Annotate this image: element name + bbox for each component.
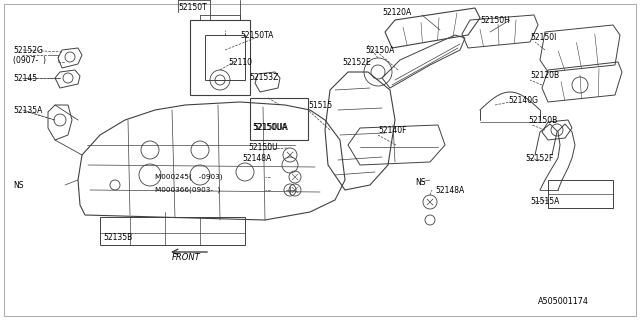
Text: 52140F: 52140F bbox=[378, 125, 406, 134]
Text: 52145: 52145 bbox=[13, 74, 37, 83]
Text: 52152E: 52152E bbox=[342, 58, 371, 67]
Text: NS: NS bbox=[415, 178, 426, 187]
Text: 52120B: 52120B bbox=[530, 70, 559, 79]
Text: 52150U: 52150U bbox=[248, 142, 278, 151]
Text: 52140G: 52140G bbox=[508, 95, 538, 105]
Bar bbox=[190, 20, 250, 95]
Text: 52150T: 52150T bbox=[178, 3, 207, 12]
Bar bbox=[250, 98, 308, 140]
Text: 52148A: 52148A bbox=[242, 154, 271, 163]
Text: 52135A: 52135A bbox=[13, 106, 42, 115]
Text: 52120A: 52120A bbox=[382, 7, 412, 17]
Text: NS: NS bbox=[13, 180, 24, 189]
Text: 52150I: 52150I bbox=[530, 33, 556, 42]
Text: A505001174: A505001174 bbox=[538, 298, 589, 307]
Text: M000366(0903-  ): M000366(0903- ) bbox=[155, 187, 220, 193]
Text: 52110: 52110 bbox=[228, 58, 252, 67]
Text: 52148A: 52148A bbox=[435, 186, 464, 195]
Bar bbox=[548, 180, 613, 208]
Text: 51515A: 51515A bbox=[530, 197, 559, 206]
Bar bbox=[205, 35, 245, 80]
Text: 52152G: 52152G bbox=[13, 45, 43, 54]
Text: 52150A: 52150A bbox=[365, 45, 394, 54]
Text: FRONT: FRONT bbox=[172, 252, 201, 261]
Text: 52152F: 52152F bbox=[525, 154, 554, 163]
Text: M000245(   -0903): M000245( -0903) bbox=[155, 174, 223, 180]
Bar bbox=[100, 217, 245, 245]
Text: 52150H: 52150H bbox=[480, 15, 510, 25]
Text: 52150UA: 52150UA bbox=[252, 123, 287, 132]
Text: 52150B: 52150B bbox=[528, 116, 557, 124]
Text: 51515: 51515 bbox=[308, 100, 332, 109]
Text: 52135B: 52135B bbox=[103, 234, 132, 243]
Text: 52153Z: 52153Z bbox=[249, 73, 278, 82]
Text: 52150UA: 52150UA bbox=[253, 123, 288, 132]
Text: 52150TA: 52150TA bbox=[240, 30, 273, 39]
Text: (0907-  ): (0907- ) bbox=[13, 55, 46, 65]
